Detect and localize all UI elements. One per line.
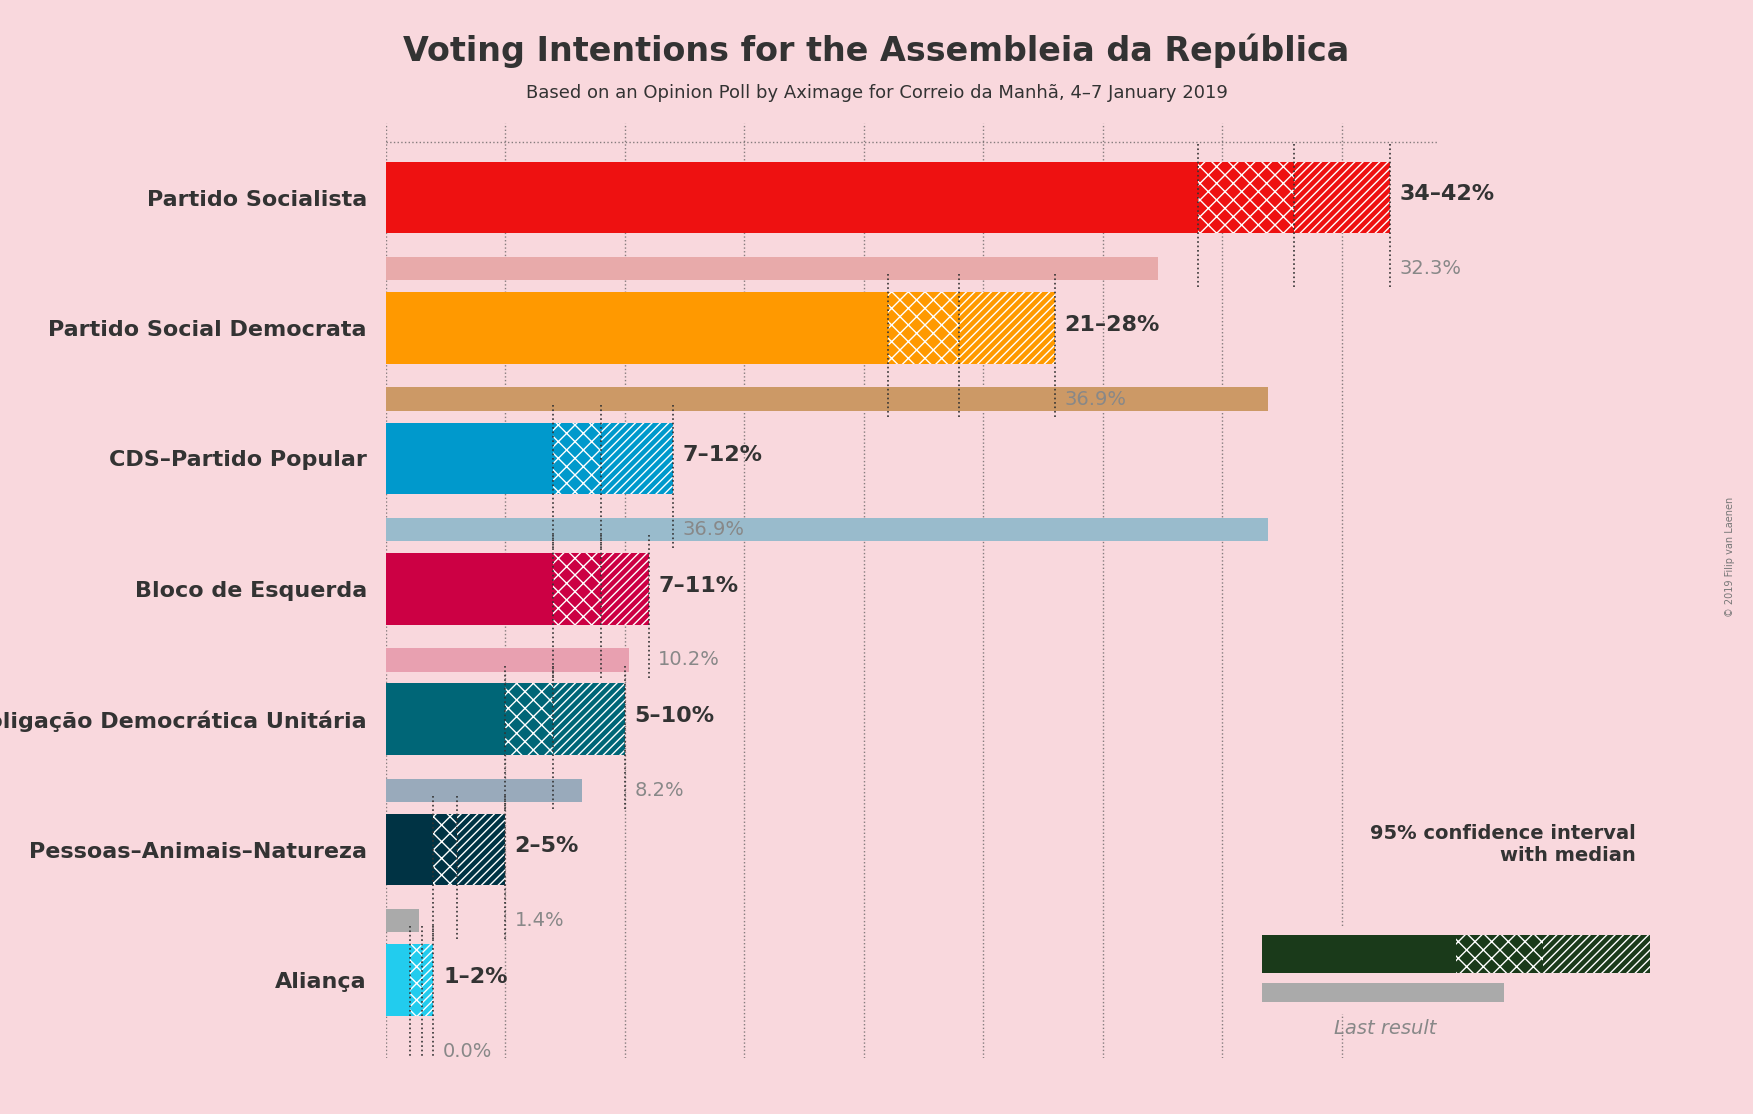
Bar [386, 518, 1267, 541]
Bar [386, 813, 433, 886]
Bar [386, 909, 419, 932]
Bar [959, 292, 1055, 364]
Text: 2–5%: 2–5% [515, 837, 578, 857]
Bar [552, 553, 601, 625]
Bar [601, 553, 649, 625]
Text: Based on an Opinion Poll by Aximage for Correio da Manhã, 4–7 January 2019: Based on an Opinion Poll by Aximage for … [526, 84, 1227, 101]
Text: 36.9%: 36.9% [1064, 390, 1127, 409]
Bar [386, 162, 1199, 234]
Bar [1262, 983, 1504, 1001]
Text: 32.3%: 32.3% [1399, 260, 1462, 278]
Bar [552, 422, 601, 495]
Bar [1455, 935, 1543, 973]
Bar [386, 292, 887, 364]
Text: 0.0%: 0.0% [444, 1042, 493, 1061]
Text: 7–11%: 7–11% [657, 576, 738, 596]
Text: Voting Intentions for the Assembleia da República: Voting Intentions for the Assembleia da … [403, 33, 1350, 68]
Bar [552, 683, 624, 755]
Bar [505, 683, 552, 755]
Bar [386, 779, 582, 802]
Bar [386, 388, 1267, 411]
Text: 7–12%: 7–12% [682, 446, 763, 466]
Bar [410, 945, 421, 1016]
Bar [1294, 162, 1390, 234]
Text: 1–2%: 1–2% [444, 967, 508, 987]
Bar [887, 292, 959, 364]
Text: 21–28%: 21–28% [1064, 314, 1160, 334]
Bar [458, 813, 505, 886]
Text: 10.2%: 10.2% [657, 651, 720, 670]
Bar [386, 553, 552, 625]
Bar [386, 257, 1157, 281]
Bar [421, 945, 433, 1016]
Bar [386, 945, 410, 1016]
Text: 34–42%: 34–42% [1399, 184, 1494, 204]
Text: 95% confidence interval
with median: 95% confidence interval with median [1369, 824, 1636, 866]
Bar [1199, 162, 1294, 234]
Bar [601, 422, 673, 495]
Text: 8.2%: 8.2% [635, 781, 684, 800]
Bar [386, 422, 552, 495]
Text: 5–10%: 5–10% [635, 706, 715, 726]
Text: Last result: Last result [1334, 1019, 1436, 1038]
Bar [1262, 935, 1455, 973]
Bar [386, 683, 505, 755]
Text: © 2019 Filip van Laenen: © 2019 Filip van Laenen [1725, 497, 1735, 617]
Bar [386, 648, 629, 672]
Bar [1543, 935, 1650, 973]
Text: 36.9%: 36.9% [682, 520, 743, 539]
Bar [433, 813, 458, 886]
Text: 1.4%: 1.4% [515, 911, 564, 930]
